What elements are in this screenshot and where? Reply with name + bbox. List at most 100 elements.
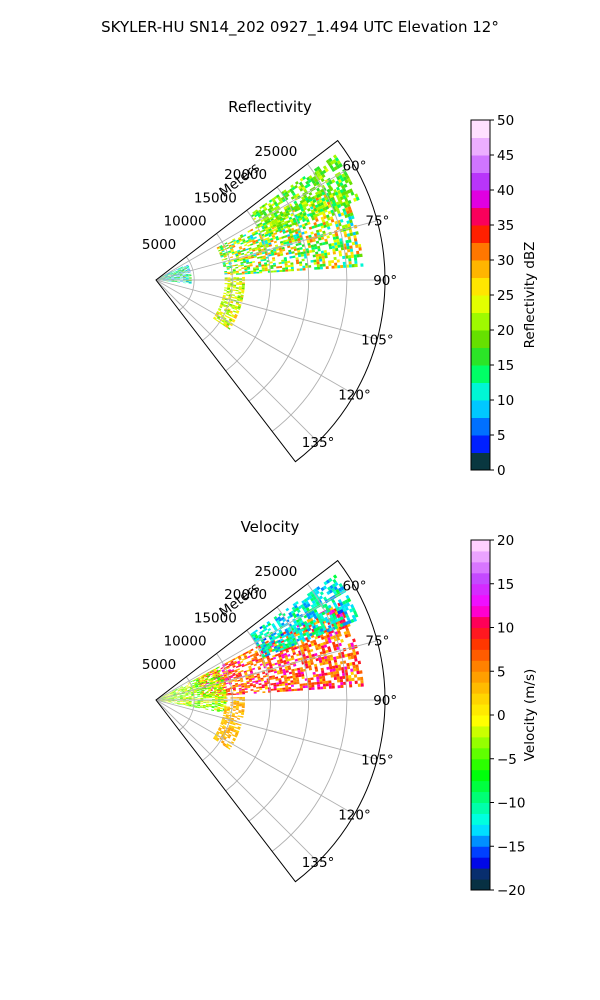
echo-cell <box>308 234 312 238</box>
echo-cell <box>254 657 258 661</box>
echo-cell <box>194 703 198 705</box>
echo-cell <box>178 691 182 693</box>
echo-cell <box>230 273 234 276</box>
echo-cell <box>221 670 226 673</box>
echo-cell <box>277 616 281 620</box>
echo-cell <box>341 224 346 229</box>
echo-cell <box>257 667 262 671</box>
echo-cell <box>239 653 244 657</box>
echo-cell <box>159 277 163 279</box>
echo-cell <box>278 623 283 628</box>
echo-cell <box>225 306 229 309</box>
echo-cell <box>247 267 251 270</box>
echo-cell <box>330 674 334 678</box>
echo-cell <box>183 686 187 689</box>
echo-cell <box>317 172 322 177</box>
echo-cell <box>219 737 223 741</box>
echo-cell <box>250 648 254 652</box>
echo-cell <box>263 656 267 660</box>
azimuth-gridline <box>155 165 355 281</box>
echo-cell <box>235 731 239 734</box>
echo-cell <box>236 693 240 695</box>
echo-cell <box>185 273 189 275</box>
echo-cell <box>274 220 279 225</box>
echo-cell <box>269 261 273 264</box>
echo-cell <box>217 675 221 678</box>
echo-cell <box>246 235 251 239</box>
echo-cell <box>223 686 227 689</box>
echo-cell <box>351 614 356 619</box>
echo-cell <box>233 284 237 287</box>
echo-cell <box>227 747 231 750</box>
echo-cell <box>177 687 181 690</box>
echo-cell <box>194 694 198 696</box>
echo-cell <box>263 637 267 641</box>
echo-cell <box>328 180 333 185</box>
echo-cell <box>223 735 228 739</box>
echo-cell <box>282 689 286 692</box>
echo-cell <box>224 707 228 709</box>
echo-cell <box>307 245 312 249</box>
echo-cell <box>310 661 314 666</box>
echo-cell <box>349 219 353 224</box>
echo-cell <box>217 690 221 693</box>
echo-cell <box>214 679 218 682</box>
echo-cell <box>219 252 223 255</box>
echo-cell <box>226 712 230 714</box>
echo-cell <box>278 679 282 683</box>
echo-cell <box>314 630 319 635</box>
echo-cell <box>291 186 296 191</box>
echo-cell <box>324 638 329 642</box>
echo-cell <box>302 218 306 223</box>
echo-cell <box>224 677 228 680</box>
echo-cell <box>253 255 257 258</box>
echo-cell <box>287 236 291 240</box>
echo-cell <box>219 246 223 249</box>
echo-cell <box>219 312 223 315</box>
echo-cell <box>241 286 245 289</box>
echo-cell <box>200 690 204 693</box>
echo-cell <box>324 168 329 173</box>
echo-cell <box>217 673 221 676</box>
echo-cell <box>242 698 246 700</box>
echo-cell <box>223 709 227 711</box>
echo-cell <box>347 177 352 183</box>
echo-cell <box>322 230 326 235</box>
echo-cell <box>341 600 347 605</box>
echo-cell <box>197 681 200 684</box>
echo-cell <box>278 681 282 685</box>
echo-cell <box>185 277 189 279</box>
echo-cell <box>218 727 222 730</box>
echo-cell <box>252 680 256 683</box>
echo-cell <box>182 696 186 698</box>
echo-cell <box>182 695 186 697</box>
echo-cell <box>320 225 325 229</box>
echo-cell <box>203 695 207 697</box>
echo-cell <box>319 662 323 666</box>
echo-cell <box>164 274 168 277</box>
echo-cell <box>283 213 288 218</box>
echo-cell <box>229 256 234 259</box>
echo-cell <box>236 717 241 720</box>
echo-cell <box>344 653 348 658</box>
echo-cell <box>226 311 230 314</box>
echo-cell <box>222 688 226 691</box>
echo-cell <box>232 664 236 667</box>
echo-cell <box>348 681 353 685</box>
echo-cell <box>297 605 302 610</box>
echo-cell <box>220 315 224 319</box>
echo-cell <box>304 642 309 646</box>
echo-cell <box>278 618 283 622</box>
echo-cell <box>270 638 274 642</box>
echo-cell <box>223 692 227 694</box>
echo-cell <box>323 686 327 690</box>
echo-cell <box>220 730 224 733</box>
echo-cell <box>315 626 320 631</box>
echo-cell <box>245 257 249 260</box>
echo-cell <box>208 690 212 692</box>
echo-cell <box>285 267 289 270</box>
echo-cell <box>337 179 342 184</box>
echo-cell <box>322 169 327 174</box>
echo-cell <box>308 687 312 691</box>
echo-cell <box>231 243 235 246</box>
